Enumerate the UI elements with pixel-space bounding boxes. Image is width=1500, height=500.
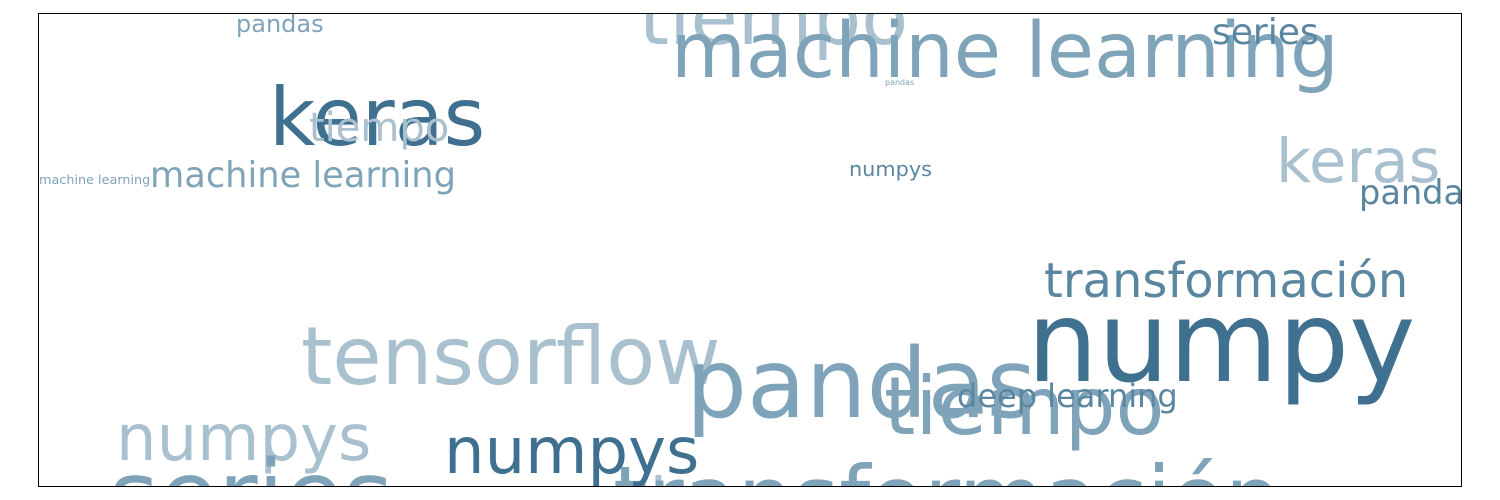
word-keras: keras [269, 71, 485, 164]
word-pandas: pandas [236, 14, 324, 38]
word-series: series [1212, 14, 1319, 53]
word-transformación: transformación [1044, 253, 1408, 309]
word-pandas: pandas [885, 78, 914, 87]
word-tiempo: tiempo [884, 360, 1164, 453]
word-cloud-frame: tiempo machine learning series pandas keras t… [38, 13, 1462, 487]
word-tiempo: tiempo [639, 14, 908, 63]
word-deep-learning: deep learning [957, 377, 1178, 415]
word-machine-learning: machine learning [39, 173, 150, 188]
word-pandas: pandas [686, 328, 1036, 440]
word-machine-learning: machine learning [150, 155, 456, 196]
word-pandas: pandas [506, 466, 740, 487]
word-keras: keras [1276, 127, 1440, 197]
word-numpys: numpys [116, 402, 371, 476]
word-tensorflow: tensorflow [301, 310, 721, 403]
word-numpy: numpy [1027, 278, 1415, 408]
word-tiempo: tiempo [309, 105, 449, 151]
word-series: series [109, 440, 393, 487]
word-numpys: numpys [849, 157, 932, 181]
word-transformación: transformación [613, 447, 1281, 487]
word-pandas: pandas [1359, 173, 1462, 212]
word-machine-learning: machine learning [671, 14, 1339, 96]
word-numpys: numpys [444, 415, 699, 487]
